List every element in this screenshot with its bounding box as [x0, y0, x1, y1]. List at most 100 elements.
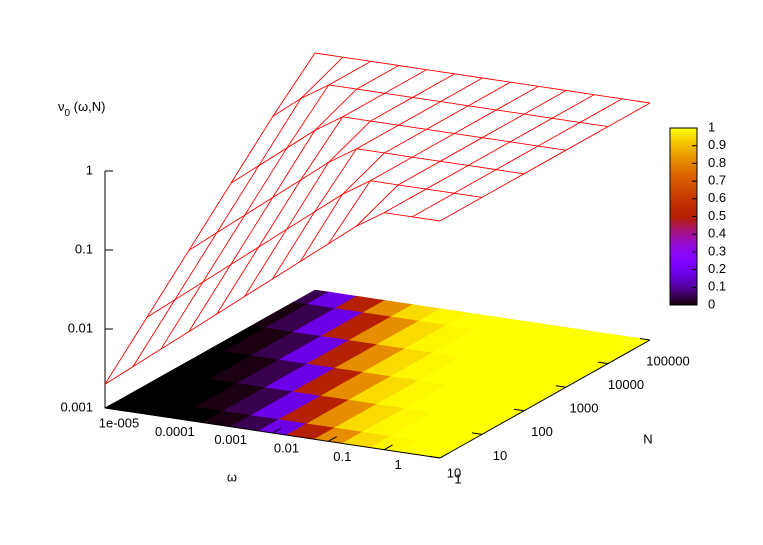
z-label-symbol: ν [58, 99, 65, 114]
colorbar-slice [670, 228, 697, 232]
colorbar-slice [670, 166, 697, 170]
colorbar-slice [670, 255, 697, 258]
colorbar-slice [670, 237, 697, 241]
colorbar-tick-label: 0.5 [708, 208, 726, 223]
colorbar-slice [670, 285, 697, 288]
y-tick-label: 1000 [570, 401, 599, 416]
colorbar-slice [670, 241, 697, 244]
colorbar-slice [670, 191, 697, 194]
colorbar-slice [670, 181, 697, 184]
colorbar-tick-label: 0.9 [708, 137, 726, 152]
z-tick-label: 1 [86, 162, 93, 177]
x-tick [272, 427, 282, 434]
colorbar-slice [670, 142, 697, 145]
colorbar-tick-label: 0.1 [708, 279, 726, 294]
x-tick-label: 10 [447, 465, 461, 480]
colorbar-tick-label: 0 [708, 296, 715, 311]
x-tick-label: 0.001 [214, 432, 247, 447]
colorbar-tick-label: 1 [708, 119, 715, 134]
colorbar-slice [670, 294, 697, 297]
colorbar-slice [670, 225, 697, 228]
colorbar-tick-label: 0.4 [708, 226, 726, 241]
surface-column [383, 94, 595, 214]
colorbar-tick-label: 0.7 [708, 173, 726, 188]
colorbar-slice [670, 303, 697, 306]
colorbar-slice [670, 262, 697, 265]
x-tick-label: 0.1 [333, 449, 351, 464]
colorbar-slice [670, 149, 697, 152]
surface-row [188, 148, 525, 251]
colorbar-slice [670, 223, 697, 226]
colorbar-slice [670, 297, 697, 301]
x-tick [383, 444, 393, 451]
x-tick-label: 1e-005 [99, 415, 139, 430]
x-tick [328, 436, 337, 442]
surface-column [355, 90, 567, 227]
colorbar-slice [670, 274, 697, 278]
colorbar-slice [670, 271, 697, 274]
colorbar-slice [670, 216, 697, 219]
z-axis-label: ν0 (ω,N) [58, 99, 105, 118]
y-tick [429, 456, 441, 459]
colorbar-slice [670, 212, 697, 216]
colorbar-slice [670, 193, 697, 196]
colorbar-tick-label: 0.3 [708, 243, 726, 258]
z-label-args: (ω,N) [70, 99, 105, 114]
colorbar-slice [670, 246, 697, 249]
colorbar-slice [670, 292, 697, 295]
colorbar-slice [670, 218, 697, 221]
colorbar-slice [670, 136, 697, 140]
colorbar-slice [670, 248, 697, 251]
colorbar-slice [670, 207, 697, 210]
colorbar-slice [670, 165, 697, 168]
colorbar-slice [670, 273, 697, 276]
colorbar-slice [670, 197, 697, 200]
surface-row [230, 116, 567, 184]
colorbar-slice [670, 200, 697, 203]
z-label-subscript: 0 [65, 108, 71, 119]
colorbar-slice [670, 232, 697, 235]
colorbar-slice [670, 152, 697, 156]
colorbar-slice [670, 182, 697, 186]
colorbar-slice [670, 186, 697, 189]
colorbar-slice [670, 290, 697, 294]
colorbar-slice [670, 299, 697, 302]
colorbar-slice [670, 301, 697, 304]
x-tick [216, 419, 226, 426]
colorbar-slice [670, 145, 697, 148]
colorbar-slice [670, 172, 697, 175]
colorbar-slice [670, 131, 697, 134]
colorbar-tick-label: 0.8 [708, 155, 726, 170]
colorbar-slice [670, 168, 697, 171]
colorbar-slice [670, 151, 697, 154]
z-tick-label: 0.1 [75, 241, 93, 256]
surface-column [272, 77, 483, 280]
colorbar-slice [670, 230, 697, 233]
z-tick-label: 0.001 [60, 399, 93, 414]
y-axis-label: N [643, 431, 652, 446]
colorbar-slice [670, 266, 697, 269]
colorbar-slice [670, 161, 697, 164]
colorbar-slice [670, 184, 697, 187]
colorbar-slice [670, 175, 697, 179]
colorbar-slice [670, 158, 697, 161]
surface-column [104, 52, 316, 385]
colorbar-slice [670, 267, 697, 271]
colorbar-slice [670, 258, 697, 262]
colorbar-slice [670, 280, 697, 283]
colorbar-slice [670, 147, 697, 150]
x-axis-label: ω [227, 469, 237, 484]
colorbar-slice [670, 195, 697, 198]
colorbar-slice [670, 205, 697, 209]
colorbar-slice [670, 220, 697, 223]
y-tick [471, 432, 483, 435]
z-tick-label: 0.01 [68, 320, 93, 335]
colorbar-slice [670, 143, 697, 147]
colorbar-slice [670, 163, 697, 166]
colorbar-slice [670, 189, 697, 193]
colorbar-slice [670, 244, 697, 248]
colorbar-slice [670, 253, 697, 256]
colorbar-slice [670, 289, 697, 292]
colorbar-slice [670, 159, 697, 163]
